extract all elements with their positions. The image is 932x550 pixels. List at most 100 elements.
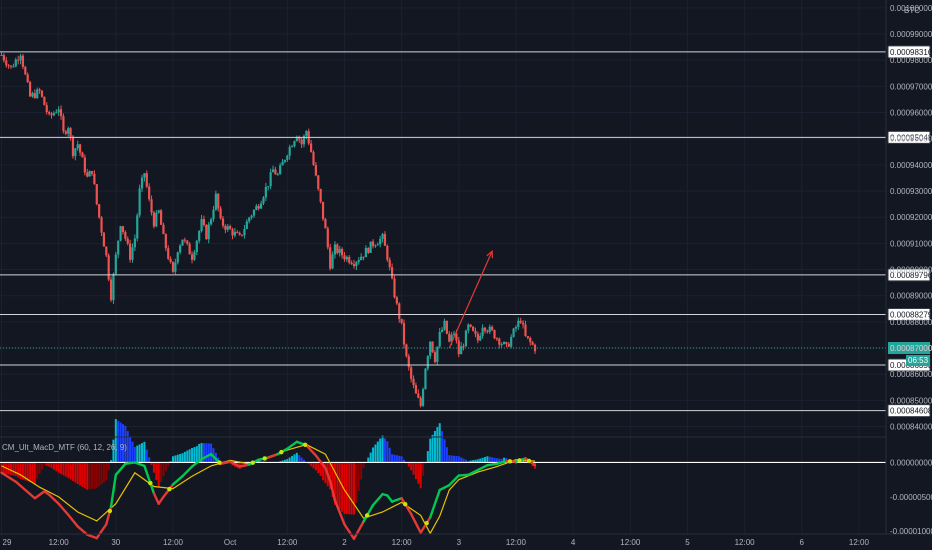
candle[interactable] bbox=[376, 242, 379, 246]
candle[interactable] bbox=[343, 251, 346, 262]
candle[interactable] bbox=[43, 96, 46, 106]
candle[interactable] bbox=[379, 235, 382, 248]
candle[interactable] bbox=[481, 324, 484, 339]
candle[interactable] bbox=[57, 106, 60, 116]
candle[interactable] bbox=[9, 65, 13, 69]
candle[interactable] bbox=[17, 55, 20, 65]
candle[interactable] bbox=[345, 255, 348, 263]
candle[interactable] bbox=[74, 147, 77, 161]
candle[interactable] bbox=[421, 387, 425, 407]
candle[interactable] bbox=[114, 251, 117, 276]
candle[interactable] bbox=[52, 111, 55, 117]
candle[interactable] bbox=[224, 224, 227, 234]
candle[interactable] bbox=[40, 90, 44, 98]
candle[interactable] bbox=[329, 244, 332, 271]
candle[interactable] bbox=[105, 246, 108, 258]
level-line[interactable]: 0.00098316 bbox=[0, 45, 932, 59]
candle[interactable] bbox=[340, 247, 344, 259]
candle[interactable] bbox=[512, 327, 515, 338]
candle[interactable] bbox=[257, 203, 260, 211]
candle[interactable] bbox=[200, 215, 203, 233]
candle[interactable] bbox=[221, 215, 225, 229]
candle[interactable] bbox=[381, 232, 384, 243]
candle[interactable] bbox=[14, 57, 17, 68]
level-line[interactable]: 0.00089796 bbox=[0, 268, 932, 282]
candle[interactable] bbox=[2, 53, 5, 63]
candle[interactable] bbox=[95, 183, 98, 206]
candle[interactable] bbox=[312, 150, 315, 166]
candle[interactable] bbox=[517, 317, 520, 330]
candle[interactable] bbox=[417, 389, 420, 399]
candle[interactable] bbox=[448, 331, 451, 343]
candle[interactable] bbox=[367, 247, 370, 255]
candle[interactable] bbox=[48, 110, 51, 116]
candle[interactable] bbox=[190, 251, 194, 264]
candle[interactable] bbox=[21, 53, 25, 70]
candle[interactable] bbox=[498, 337, 501, 349]
candle[interactable] bbox=[326, 226, 329, 250]
candle[interactable] bbox=[38, 87, 41, 94]
candle[interactable] bbox=[126, 236, 129, 246]
candle[interactable] bbox=[143, 172, 146, 182]
candle[interactable] bbox=[78, 143, 82, 157]
macd-axis[interactable]: 0.00000000 -0.00000500 -0.00001000 bbox=[890, 458, 932, 536]
candle[interactable] bbox=[495, 337, 498, 341]
candle[interactable] bbox=[269, 168, 272, 190]
candle[interactable] bbox=[355, 260, 358, 271]
candle[interactable] bbox=[300, 137, 303, 149]
candle[interactable] bbox=[474, 327, 477, 338]
candle[interactable] bbox=[205, 224, 208, 240]
candle[interactable] bbox=[0, 52, 3, 56]
candle[interactable] bbox=[76, 140, 79, 151]
candle[interactable] bbox=[181, 239, 184, 246]
candle[interactable] bbox=[338, 246, 341, 257]
candle[interactable] bbox=[93, 170, 96, 185]
candle[interactable] bbox=[524, 320, 527, 337]
candle[interactable] bbox=[529, 336, 532, 346]
candle[interactable] bbox=[145, 170, 148, 189]
candle[interactable] bbox=[436, 346, 439, 365]
candle[interactable] bbox=[260, 200, 263, 209]
candle[interactable] bbox=[505, 341, 508, 348]
candle[interactable] bbox=[476, 331, 479, 344]
candle[interactable] bbox=[171, 261, 175, 274]
candle[interactable] bbox=[491, 325, 494, 332]
candle[interactable] bbox=[486, 329, 489, 334]
candle[interactable] bbox=[59, 105, 63, 120]
candle[interactable] bbox=[310, 139, 313, 153]
candle[interactable] bbox=[100, 216, 103, 236]
candle[interactable] bbox=[152, 210, 156, 229]
candle[interactable] bbox=[62, 113, 65, 134]
candle[interactable] bbox=[98, 203, 101, 219]
candle[interactable] bbox=[321, 201, 325, 222]
level-line[interactable]: 0.00095048 bbox=[0, 130, 932, 144]
candle[interactable] bbox=[441, 327, 444, 333]
candle[interactable] bbox=[186, 240, 189, 246]
candle[interactable] bbox=[364, 245, 368, 258]
candle[interactable] bbox=[290, 144, 294, 148]
candle[interactable] bbox=[255, 203, 258, 211]
candle[interactable] bbox=[207, 221, 210, 244]
candle[interactable] bbox=[119, 225, 122, 242]
candle[interactable] bbox=[433, 349, 437, 364]
candle[interactable] bbox=[209, 217, 213, 226]
candle[interactable] bbox=[405, 343, 408, 358]
candle[interactable] bbox=[176, 251, 179, 265]
candle[interactable] bbox=[438, 327, 441, 349]
candle[interactable] bbox=[131, 243, 134, 263]
candle[interactable] bbox=[169, 256, 172, 264]
candle[interactable] bbox=[124, 230, 127, 241]
candle[interactable] bbox=[267, 186, 270, 191]
candle[interactable] bbox=[391, 263, 394, 280]
candle[interactable] bbox=[469, 324, 472, 328]
candle[interactable] bbox=[195, 239, 198, 256]
candle[interactable] bbox=[67, 126, 70, 137]
candle[interactable] bbox=[7, 64, 10, 69]
candle[interactable] bbox=[493, 329, 496, 340]
candle[interactable] bbox=[19, 53, 22, 65]
candle[interactable] bbox=[107, 253, 110, 282]
candle[interactable] bbox=[12, 63, 15, 68]
candle[interactable] bbox=[319, 188, 322, 204]
candle[interactable] bbox=[295, 135, 298, 142]
candle[interactable] bbox=[460, 342, 463, 355]
